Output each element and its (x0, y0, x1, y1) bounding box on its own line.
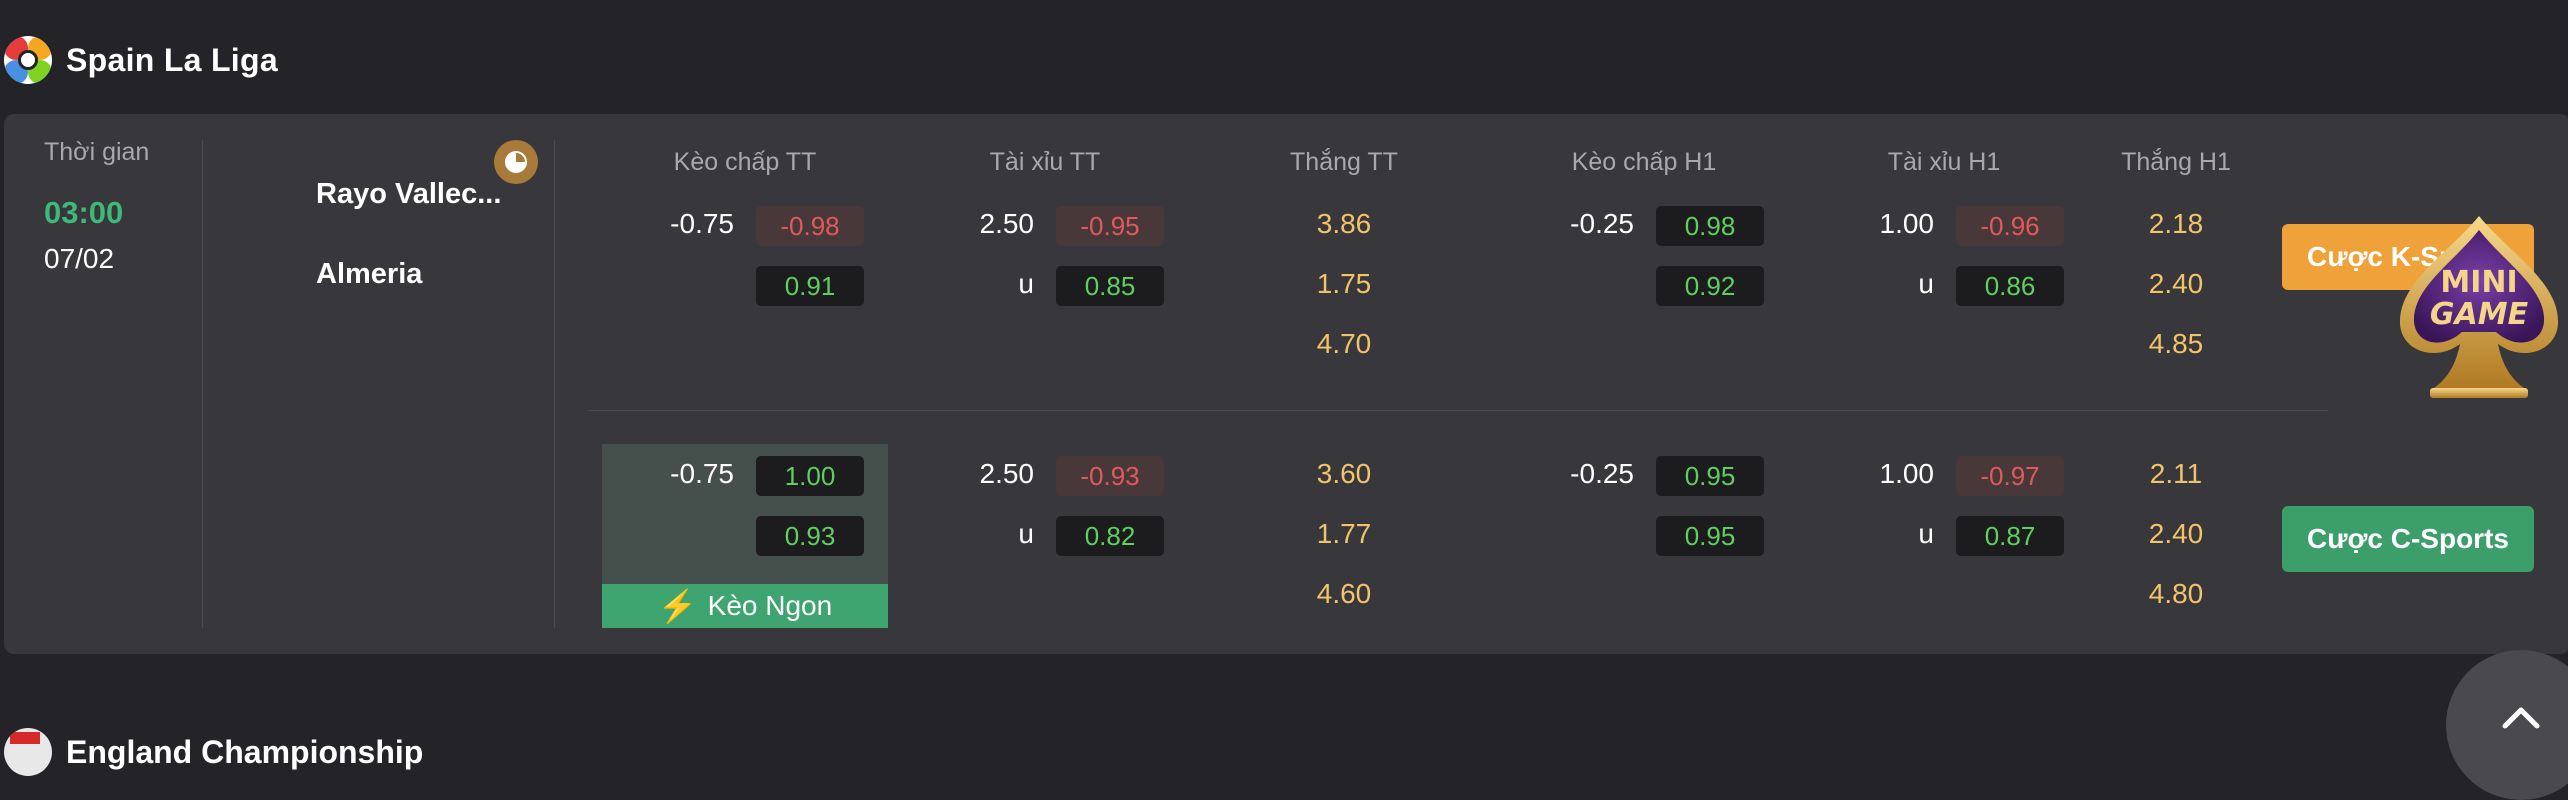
handicap-line: -0.25 (1570, 458, 1634, 489)
win-odds[interactable]: 2.40 (2148, 268, 2204, 299)
svg-text:GAME: GAME (2430, 297, 2529, 332)
match-time: 03:00 (44, 195, 124, 230)
league-title: England Championship (66, 733, 424, 770)
total-line: 1.00 (1879, 208, 1935, 239)
win-odds[interactable]: 1.75 (1316, 268, 1372, 299)
odds-button[interactable]: 0.93 (756, 516, 864, 556)
odds-button[interactable]: -0.95 (1056, 206, 1164, 246)
total-line: 1.00 (1879, 458, 1935, 489)
under-label: u (1918, 518, 1934, 549)
divider (554, 140, 555, 628)
match-time-block: Thời gian 03:00 07/02 (44, 138, 149, 275)
match-card: Thời gian 03:00 07/02 Rayo Vallec... Alm… (4, 114, 2568, 654)
total-line: 2.50 (979, 208, 1035, 239)
win-odds[interactable]: 2.40 (2148, 518, 2204, 549)
scroll-top-button[interactable] (2446, 650, 2568, 800)
under-label: u (1018, 518, 1034, 549)
row-divider (588, 410, 2328, 411)
spade-minigame-icon[interactable]: MINI GAME (2390, 212, 2568, 404)
column-header: Thắng TT (1290, 148, 1398, 176)
under-label: u (1918, 268, 1934, 299)
odds-button[interactable]: -0.97 (1956, 456, 2064, 496)
odds-button[interactable]: 0.98 (1656, 206, 1764, 246)
win-odds[interactable]: 4.80 (2148, 578, 2204, 609)
odds-button[interactable]: 0.86 (1956, 266, 2064, 306)
handicap-line: -0.25 (1570, 208, 1634, 239)
win-odds[interactable]: 4.60 (1316, 578, 1372, 609)
odds-button[interactable]: 0.95 (1656, 456, 1764, 496)
odds-button[interactable]: 0.92 (1656, 266, 1764, 306)
win-odds[interactable]: 3.86 (1316, 208, 1372, 239)
stats-clock-icon[interactable] (494, 140, 538, 184)
match-date: 07/02 (44, 243, 115, 274)
odds-button[interactable]: 0.95 (1656, 516, 1764, 556)
column-header: Tài xỉu H1 (1887, 148, 2001, 176)
c-sports-bet-button[interactable]: Cược C-Sports (2282, 506, 2534, 572)
win-odds[interactable]: 4.85 (2148, 328, 2204, 359)
column-header: Kèo chấp TT (673, 148, 817, 176)
chevron-up-icon (2502, 707, 2540, 729)
column-header: Thắng H1 (2121, 148, 2231, 176)
league-header: Spain La Liga (0, 30, 278, 90)
odds-button[interactable]: 0.91 (756, 266, 864, 306)
keo-ngon-badge: ⚡ Kèo Ngon (602, 584, 888, 628)
sky-bet-logo-icon (4, 728, 52, 776)
win-odds[interactable]: 4.70 (1316, 328, 1372, 359)
divider (202, 140, 203, 628)
la-liga-logo-icon (4, 36, 52, 84)
home-team[interactable]: Rayo Vallec... (316, 178, 502, 210)
win-odds[interactable]: 3.60 (1316, 458, 1372, 489)
away-team[interactable]: Almeria (316, 258, 423, 290)
handicap-line: -0.75 (670, 208, 734, 239)
under-label: u (1018, 268, 1034, 299)
column-header: Tài xỉu TT (989, 148, 1101, 176)
odds-button[interactable]: -0.96 (1956, 206, 2064, 246)
odds-button[interactable]: 0.87 (1956, 516, 2064, 556)
svg-text:MINI: MINI (2440, 265, 2517, 300)
badge-label: Kèo Ngon (707, 590, 833, 621)
league-title: Spain La Liga (66, 41, 278, 78)
odds-button[interactable]: 1.00 (756, 456, 864, 496)
column-header: Kèo chấp H1 (1571, 148, 1717, 176)
win-odds[interactable]: 1.77 (1316, 518, 1372, 549)
win-odds[interactable]: 2.18 (2148, 208, 2204, 239)
total-line: 2.50 (979, 458, 1035, 489)
lightning-icon: ⚡ (657, 588, 698, 624)
handicap-line: -0.75 (670, 458, 734, 489)
odds-button[interactable]: -0.98 (756, 206, 864, 246)
league-header: England Championship (0, 728, 423, 776)
time-label: Thời gian (44, 138, 150, 166)
win-odds[interactable]: 2.11 (2149, 458, 2203, 489)
odds-button[interactable]: 0.82 (1056, 516, 1164, 556)
odds-button[interactable]: 0.85 (1056, 266, 1164, 306)
odds-button[interactable]: -0.93 (1056, 456, 1164, 496)
